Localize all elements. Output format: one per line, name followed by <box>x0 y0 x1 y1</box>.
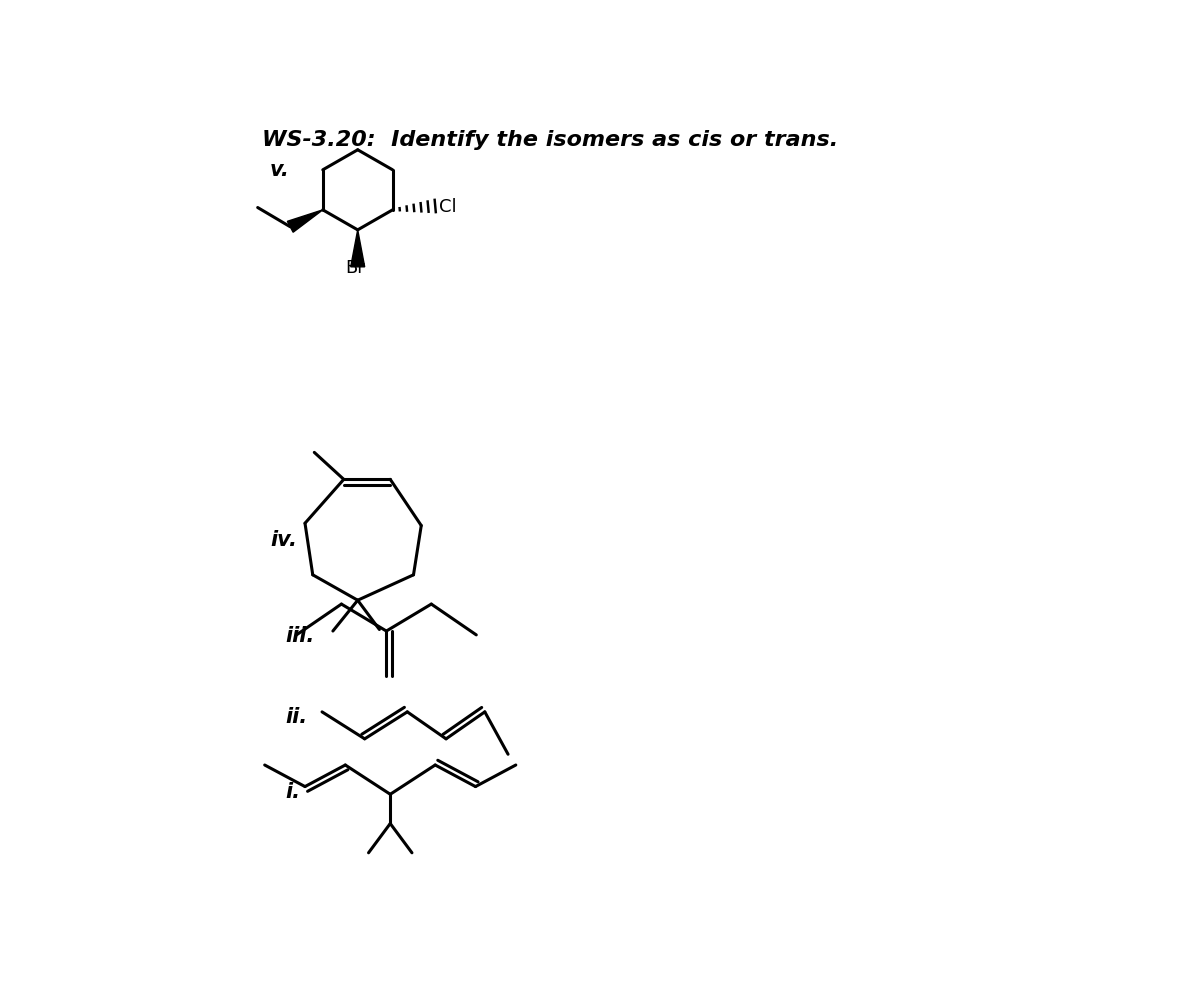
Text: Br: Br <box>346 258 365 277</box>
Polygon shape <box>350 231 365 267</box>
Text: iii.: iii. <box>286 625 314 645</box>
Text: iv.: iv. <box>270 529 298 549</box>
Polygon shape <box>287 211 323 233</box>
Text: Cl: Cl <box>439 198 457 216</box>
Text: i.: i. <box>286 781 301 802</box>
Text: WS-3.20:  Identify the isomers as cis or trans.: WS-3.20: Identify the isomers as cis or … <box>263 130 839 150</box>
Text: v.: v. <box>270 160 290 179</box>
Text: ii.: ii. <box>286 706 307 726</box>
